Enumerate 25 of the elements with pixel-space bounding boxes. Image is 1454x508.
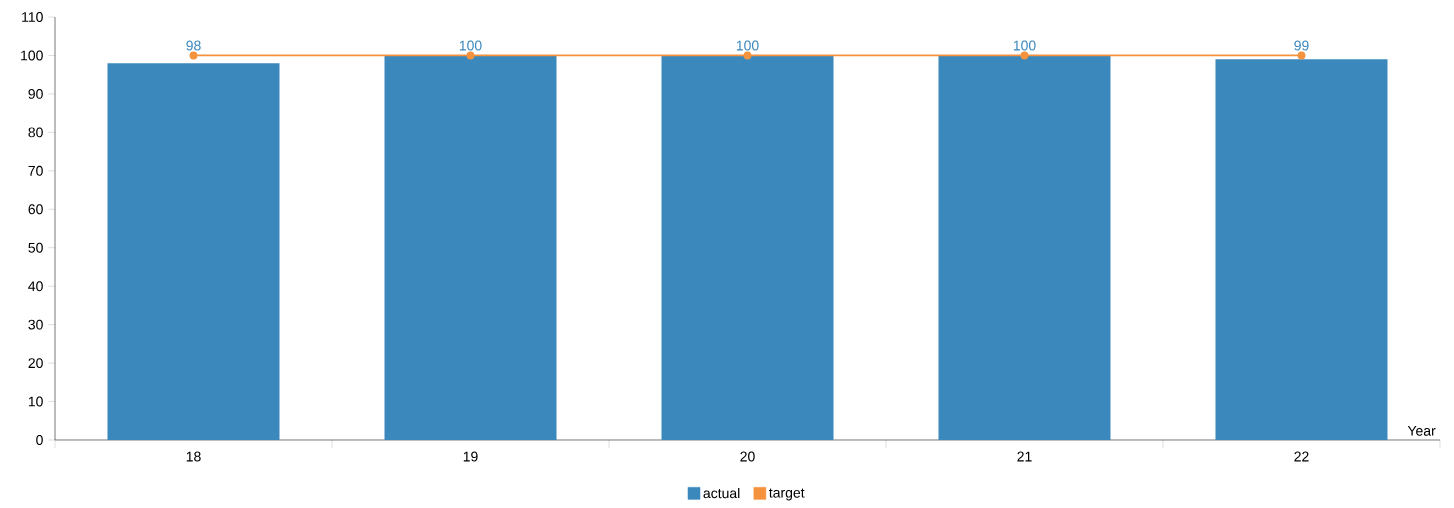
x-axis-title: Year (1407, 425, 1436, 436)
x-tick-label: 18 (186, 451, 201, 462)
y-tick-label: 110 (22, 12, 43, 22)
data-label: 98 (186, 40, 201, 51)
data-label: 100 (1013, 40, 1036, 51)
y-tick-label: 100 (21, 50, 43, 61)
x-tick-label: 19 (463, 451, 478, 462)
y-tick-label: 80 (28, 127, 43, 138)
data-label: 99 (1294, 40, 1309, 51)
y-tick-label: 0 (36, 435, 43, 445)
y-tick-label: 70 (28, 165, 43, 176)
y-tick-label: 10 (28, 396, 43, 407)
x-tick-label: 21 (1017, 451, 1032, 462)
y-tick-label: 60 (28, 204, 43, 215)
legend-label: actual (703, 487, 740, 499)
data-label: 100 (736, 40, 759, 51)
y-tick-label: 50 (28, 242, 43, 253)
x-tick-label: 22 (1294, 451, 1309, 462)
y-tick-label: 20 (28, 358, 43, 369)
y-tick-label: 30 (28, 319, 43, 330)
x-tick-label: 20 (740, 451, 755, 462)
y-tick-label: 90 (28, 88, 43, 99)
legend-label: target (769, 488, 805, 501)
data-label: 100 (459, 40, 482, 51)
y-tick-label: 40 (28, 281, 43, 292)
